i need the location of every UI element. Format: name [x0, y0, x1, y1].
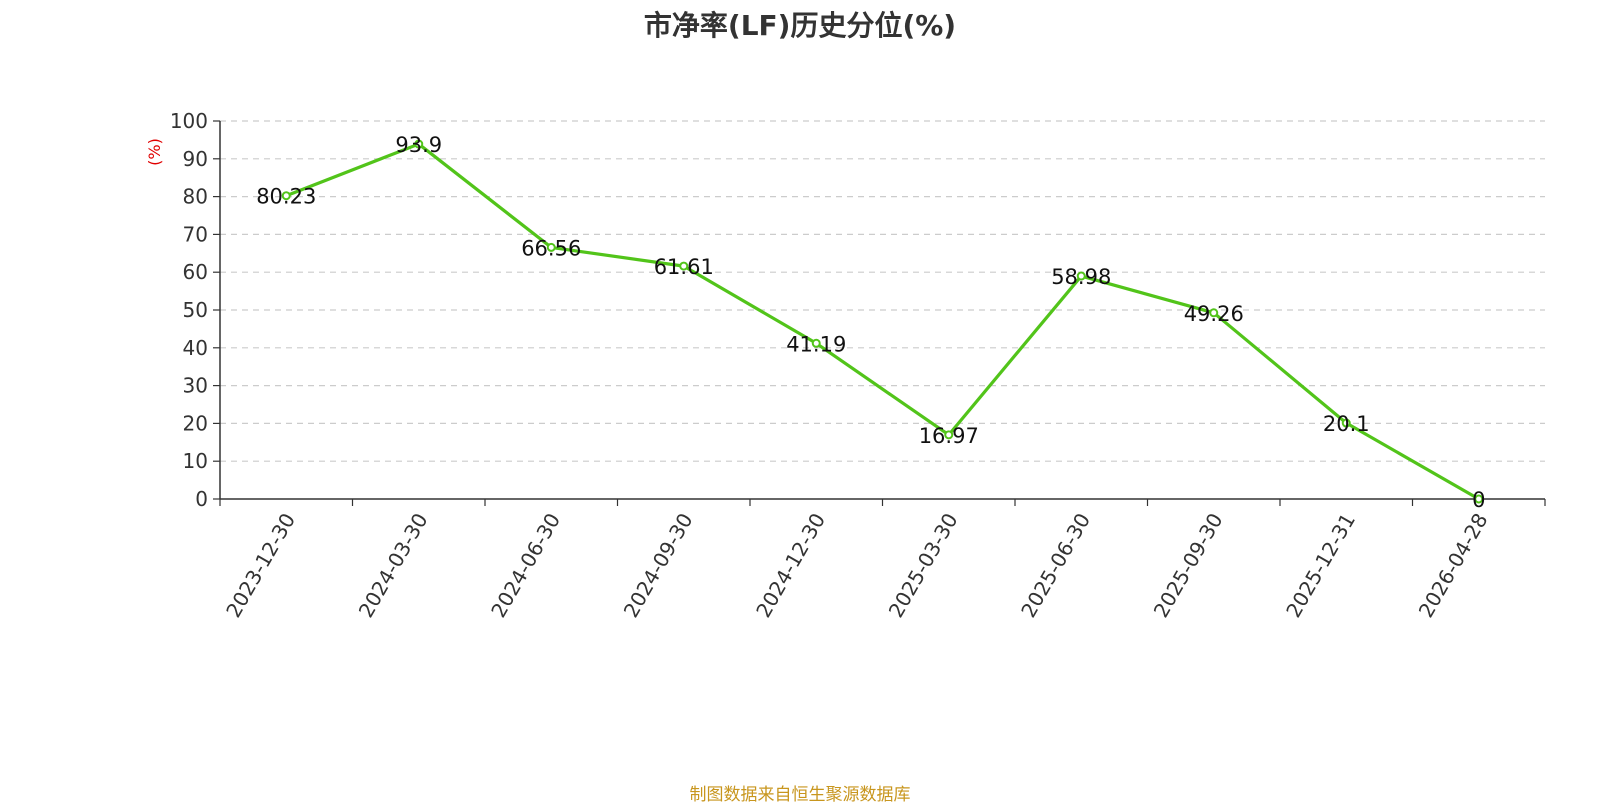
data-label: 80.23 [256, 185, 316, 209]
data-point [1209, 308, 1219, 318]
x-tick-label: 2025-09-30 [1149, 509, 1228, 622]
y-tick-label: 100 [170, 109, 208, 133]
data-point [1474, 494, 1484, 504]
data-point [1341, 418, 1351, 428]
data-label: 66.56 [521, 236, 581, 260]
chart-title: 市净率(LF)历史分位(%) [643, 9, 957, 42]
gridlines [220, 120, 1545, 462]
x-tick-label: 2025-06-30 [1016, 509, 1095, 622]
data-label: 41.19 [786, 332, 846, 356]
y-tick-label: 20 [183, 411, 208, 435]
data-point [679, 261, 689, 271]
data-label: 16.97 [919, 424, 979, 448]
data-labels: 80.23 93.9 66.56 61.61 41.19 16.97 58.98 49.26 2… [256, 133, 1485, 512]
y-tick-label: 60 [183, 260, 208, 284]
data-label: 20.1 [1323, 412, 1370, 436]
x-tick-label: 2024-06-30 [486, 509, 565, 622]
x-tick-label: 2025-03-30 [884, 509, 963, 622]
data-label: 61.61 [654, 255, 714, 279]
x-tick-label: 2025-12-31 [1281, 509, 1360, 622]
y-tick-label: 80 [183, 185, 208, 209]
data-point [546, 242, 556, 252]
axes: 0 10 20 30 40 50 60 70 80 90 100 2023-12-30 2024-03-… [170, 109, 1546, 622]
series [281, 139, 1484, 504]
data-point [944, 430, 954, 440]
data-point [811, 338, 821, 348]
y-tick-label: 40 [183, 336, 208, 360]
data-label: 49.26 [1184, 302, 1244, 326]
x-tick-label: 2024-03-30 [354, 509, 433, 622]
y-tick-label: 10 [183, 449, 208, 473]
y-tick-label: 30 [183, 374, 208, 398]
data-point [281, 191, 291, 201]
y-tick-label: 0 [195, 487, 208, 511]
data-label: 58.98 [1051, 265, 1111, 289]
source-note: 制图数据来自恒生聚源数据库 [689, 785, 911, 805]
x-tick-label: 2024-12-30 [751, 509, 830, 622]
x-tick-label: 2024-09-30 [619, 509, 698, 622]
data-label: 93.9 [395, 133, 442, 157]
y-tick-label: 50 [183, 298, 208, 322]
y-axis-unit-label: (%) [145, 138, 164, 166]
y-tick-label: 90 [183, 147, 208, 171]
data-point [414, 139, 424, 149]
x-tick-label: 2023-12-30 [221, 509, 300, 622]
x-tick-label: 2026-04-28 [1414, 509, 1493, 622]
y-tick-label: 70 [183, 222, 208, 246]
data-label: 0 [1472, 488, 1485, 512]
series-line [285, 142, 1480, 501]
data-point [1076, 271, 1086, 281]
